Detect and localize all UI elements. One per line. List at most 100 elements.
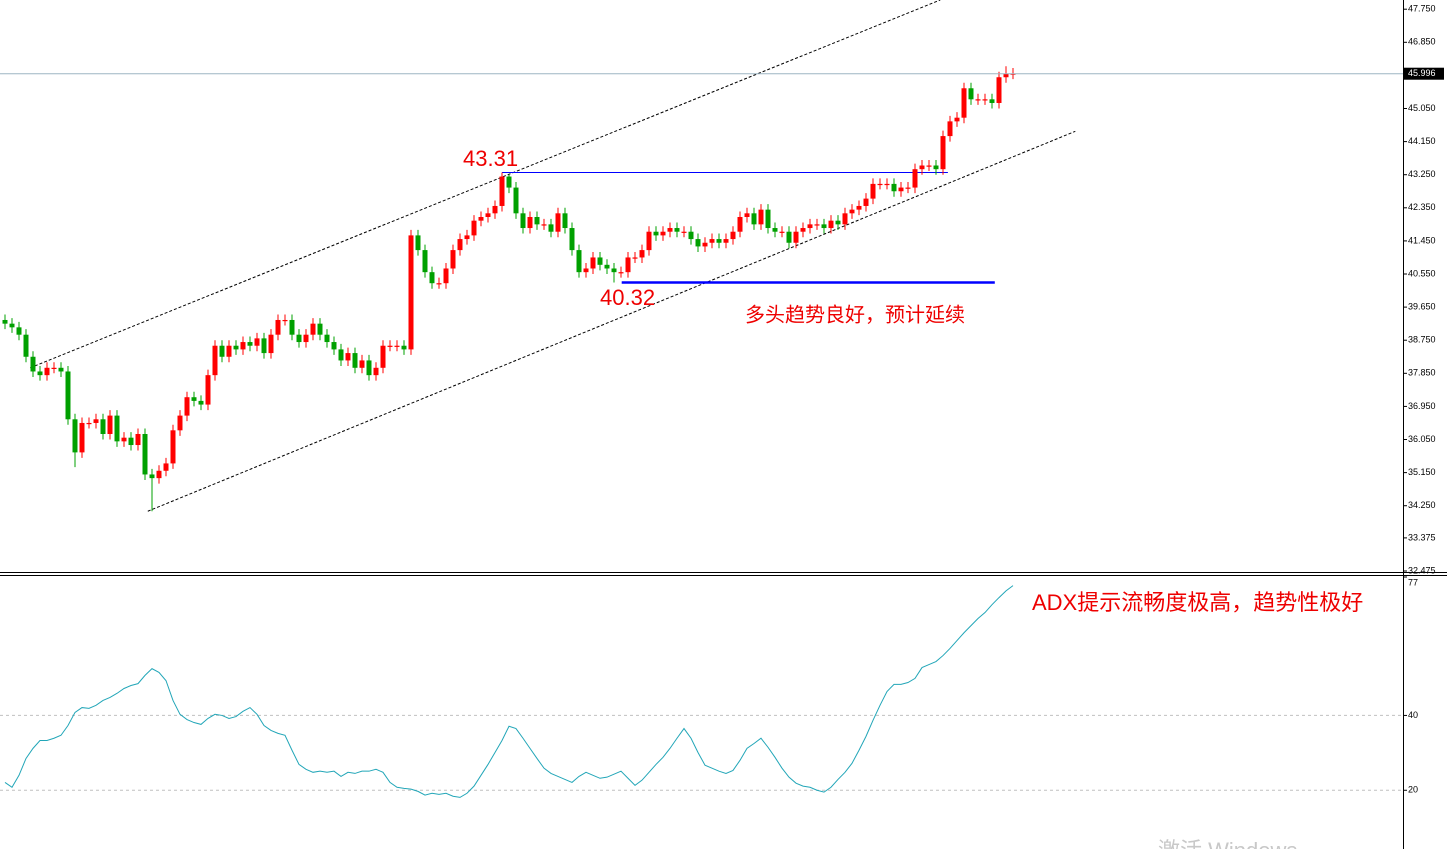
y-tick-label: 37.850 [1408,368,1436,378]
candle-body [289,319,295,335]
candle-body [37,371,43,376]
candle-body [135,433,141,446]
candle-body [961,88,967,118]
candle-body [590,257,596,269]
candle-body [408,235,414,350]
candle-body [345,353,351,361]
candle-body [296,334,302,343]
candle-body [933,165,939,170]
candle-body [674,228,680,232]
candle-body [436,283,442,285]
candle-body [492,205,498,214]
candle-body [646,231,652,251]
candle-body [653,231,659,236]
y-tick-label: 38.750 [1408,335,1436,345]
candle-body [821,224,827,229]
candle-body [86,422,92,425]
candle-body [177,415,183,431]
candle-body [982,99,988,101]
candle-body [667,228,673,232]
candle-body [114,415,120,442]
candle-body [65,371,71,420]
candle-body [317,323,323,335]
y-tick-label: 44.150 [1408,136,1436,146]
candle-body [884,183,890,186]
candle-body [254,338,260,346]
candle-body [604,264,610,269]
candle-body [814,224,820,226]
candle-body [702,242,708,247]
candle-body [618,272,624,274]
candle-body [401,345,407,350]
candle-body [870,183,876,199]
candle-body [79,422,85,453]
candle-body [877,183,883,186]
candle-body [849,209,855,214]
candle-body [856,205,862,210]
annotation: 多头趋势良好，预计延续 [745,303,965,326]
candle-body [499,176,505,206]
candle-body [527,216,533,229]
candle-body [954,117,960,122]
y-tick-label: 35.150 [1408,467,1436,477]
candle-body [128,437,134,446]
candle-body [170,430,176,464]
candle-body [786,231,792,243]
candle-body [723,239,729,243]
candle-body [737,216,743,232]
candle-body [842,213,848,225]
annotation: ADX提示流畅度极高，趋势性极好 [1032,590,1363,615]
candle-body [23,334,29,357]
candle-body [156,470,162,479]
candle-body [583,268,589,273]
candle-body [415,235,421,251]
candle-body [632,257,638,259]
candle-body [394,345,400,347]
candle-body [541,224,547,226]
candle-body [100,419,106,434]
y-tick-label: 36.050 [1408,434,1436,444]
candle-body [562,213,568,229]
candle-body [625,257,631,273]
candle-body [597,257,603,265]
candle-body [219,345,225,357]
candle-body [464,235,470,240]
y-tick-label: 41.450 [1408,235,1436,245]
y-tick-label: 43.250 [1408,169,1436,179]
candle-body [422,250,428,273]
candle-body [779,231,785,233]
candle-body [471,220,477,236]
adx-line [4,585,1014,798]
candle-body [457,239,463,251]
candle-body [765,209,771,229]
candle-body [793,231,799,243]
y-tick-label: 33.375 [1408,532,1436,542]
candle-body [303,334,309,343]
candle-body [352,353,358,368]
y-tick-label: 42.350 [1408,202,1436,212]
candle-body [121,437,127,442]
candle-body [261,338,267,354]
candle-body [807,224,813,229]
candle-body [429,272,435,284]
candle-body [338,349,344,361]
candle-body [359,360,365,368]
candle-body [863,198,869,206]
candle-body [16,327,22,335]
candle-body [751,213,757,225]
candle-body [989,99,995,103]
candle-body [163,463,169,471]
candle-body [709,239,715,243]
candle-body [772,228,778,232]
candle-body [268,334,274,354]
candle-body [996,77,1002,103]
candle-body [142,433,148,475]
candle-body [226,345,232,357]
candle-body [513,187,519,214]
y-tick-label: 45.050 [1408,103,1436,113]
candle-body [485,213,491,217]
candle-body [198,400,204,405]
candle-body [275,319,281,335]
candle-body [828,220,834,229]
